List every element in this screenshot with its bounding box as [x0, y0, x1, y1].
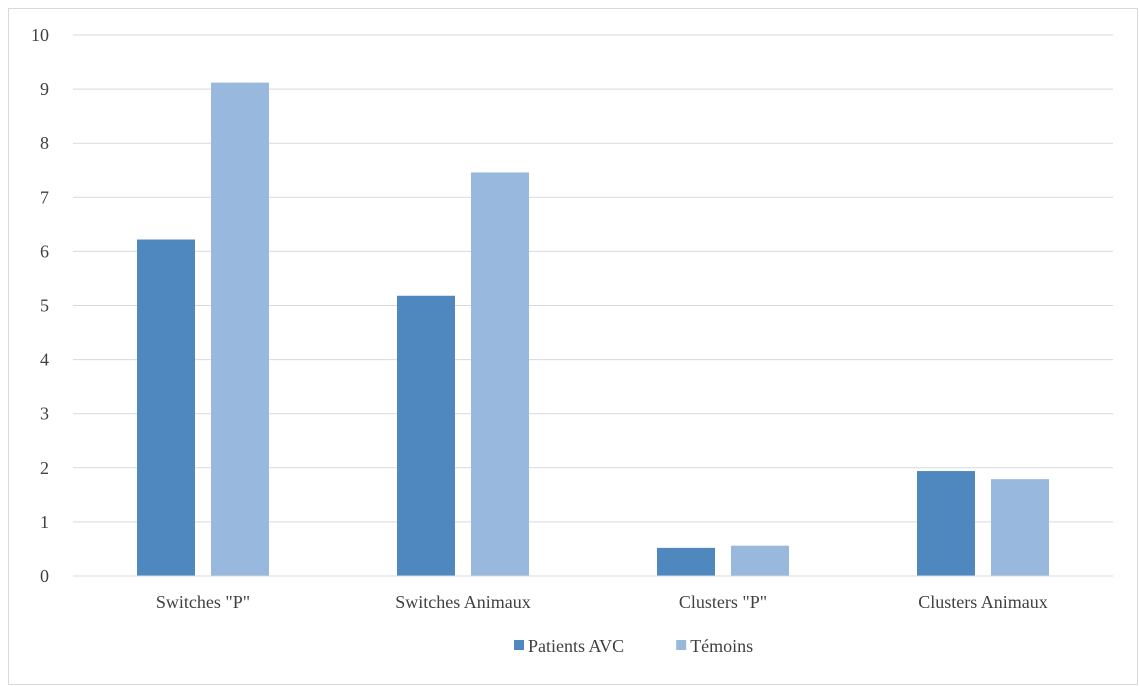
- y-tick-label: 5: [40, 296, 49, 316]
- legend-label: Patients AVC: [528, 636, 624, 656]
- legend-label: Témoins: [690, 636, 753, 656]
- y-tick-label: 1: [40, 512, 49, 532]
- y-tick-label: 2: [40, 458, 49, 478]
- x-category-label: Switches Animaux: [395, 592, 531, 612]
- y-tick-label: 10: [31, 25, 49, 45]
- bar-temoins: [731, 545, 789, 576]
- y-tick-label: 7: [40, 187, 49, 207]
- bar-patients-avc: [657, 547, 715, 576]
- y-tick-label: 6: [40, 241, 49, 261]
- bar-temoins: [211, 82, 269, 576]
- y-tick-label: 3: [40, 404, 49, 424]
- bar-patients-avc: [137, 239, 195, 577]
- bar-temoins: [991, 479, 1049, 576]
- x-category-label: Clusters Animaux: [918, 592, 1048, 612]
- y-axis-ticks: 0 1 2 3 4 5 6 7 8 9 10: [31, 25, 49, 586]
- x-category-label: Switches "P": [156, 592, 250, 612]
- legend-swatch: [514, 640, 524, 650]
- bars: [137, 82, 1049, 577]
- legend: Patients AVC Témoins: [514, 636, 753, 656]
- bar-patients-avc: [917, 471, 975, 576]
- chart-frame: 0 1 2 3 4 5 6 7 8 9 10 Switches "P" Switches Animau…: [8, 8, 1138, 685]
- y-tick-label: 4: [40, 350, 49, 370]
- x-axis-category-labels: Switches "P" Switches Animaux Clusters "P"…: [156, 592, 1048, 612]
- x-category-label: Clusters "P": [679, 592, 767, 612]
- legend-swatch: [676, 640, 687, 650]
- bar-patients-avc: [397, 295, 455, 576]
- y-tick-label: 9: [40, 79, 49, 99]
- bar-chart: 0 1 2 3 4 5 6 7 8 9 10 Switches "P" Switches Animau…: [31, 25, 1113, 656]
- y-tick-label: 0: [40, 566, 49, 586]
- bar-temoins: [471, 172, 529, 576]
- y-tick-label: 8: [40, 133, 49, 153]
